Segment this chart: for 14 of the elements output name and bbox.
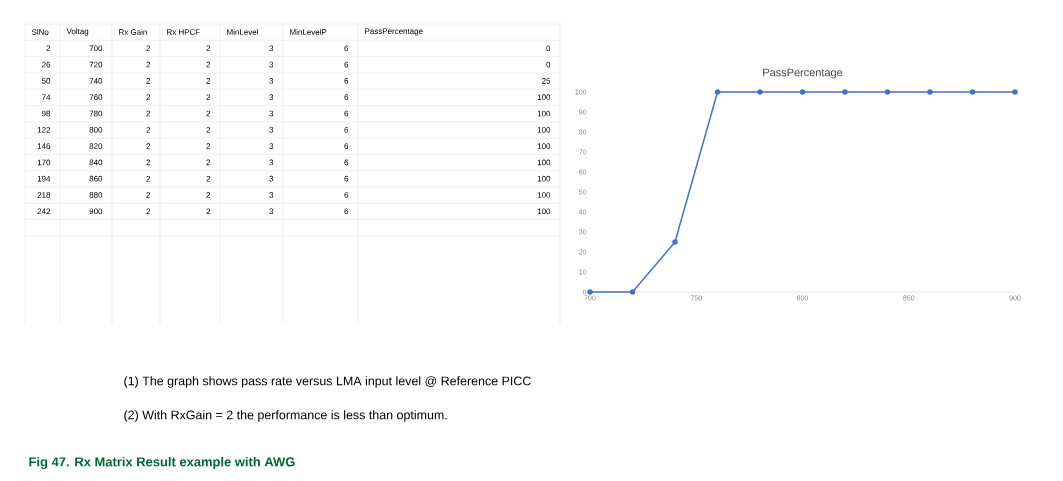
chart-title: PassPercentage (763, 68, 843, 79)
text: (1) The graph shows pass rate versus LMA input level @ Reference PICC (124, 376, 531, 388)
point (714, 89, 721, 95)
point (842, 89, 848, 95)
point (799, 89, 806, 95)
point (1012, 89, 1018, 95)
text: (2) With RxGain = 2 the performance is less than optimum. (124, 410, 447, 422)
point (969, 89, 976, 95)
point (927, 89, 933, 95)
caption: Fig 47. Rx Matrix Result example with AWG (29, 456, 295, 470)
point (672, 239, 678, 245)
point (757, 89, 763, 95)
point (629, 289, 636, 295)
point (884, 89, 891, 95)
